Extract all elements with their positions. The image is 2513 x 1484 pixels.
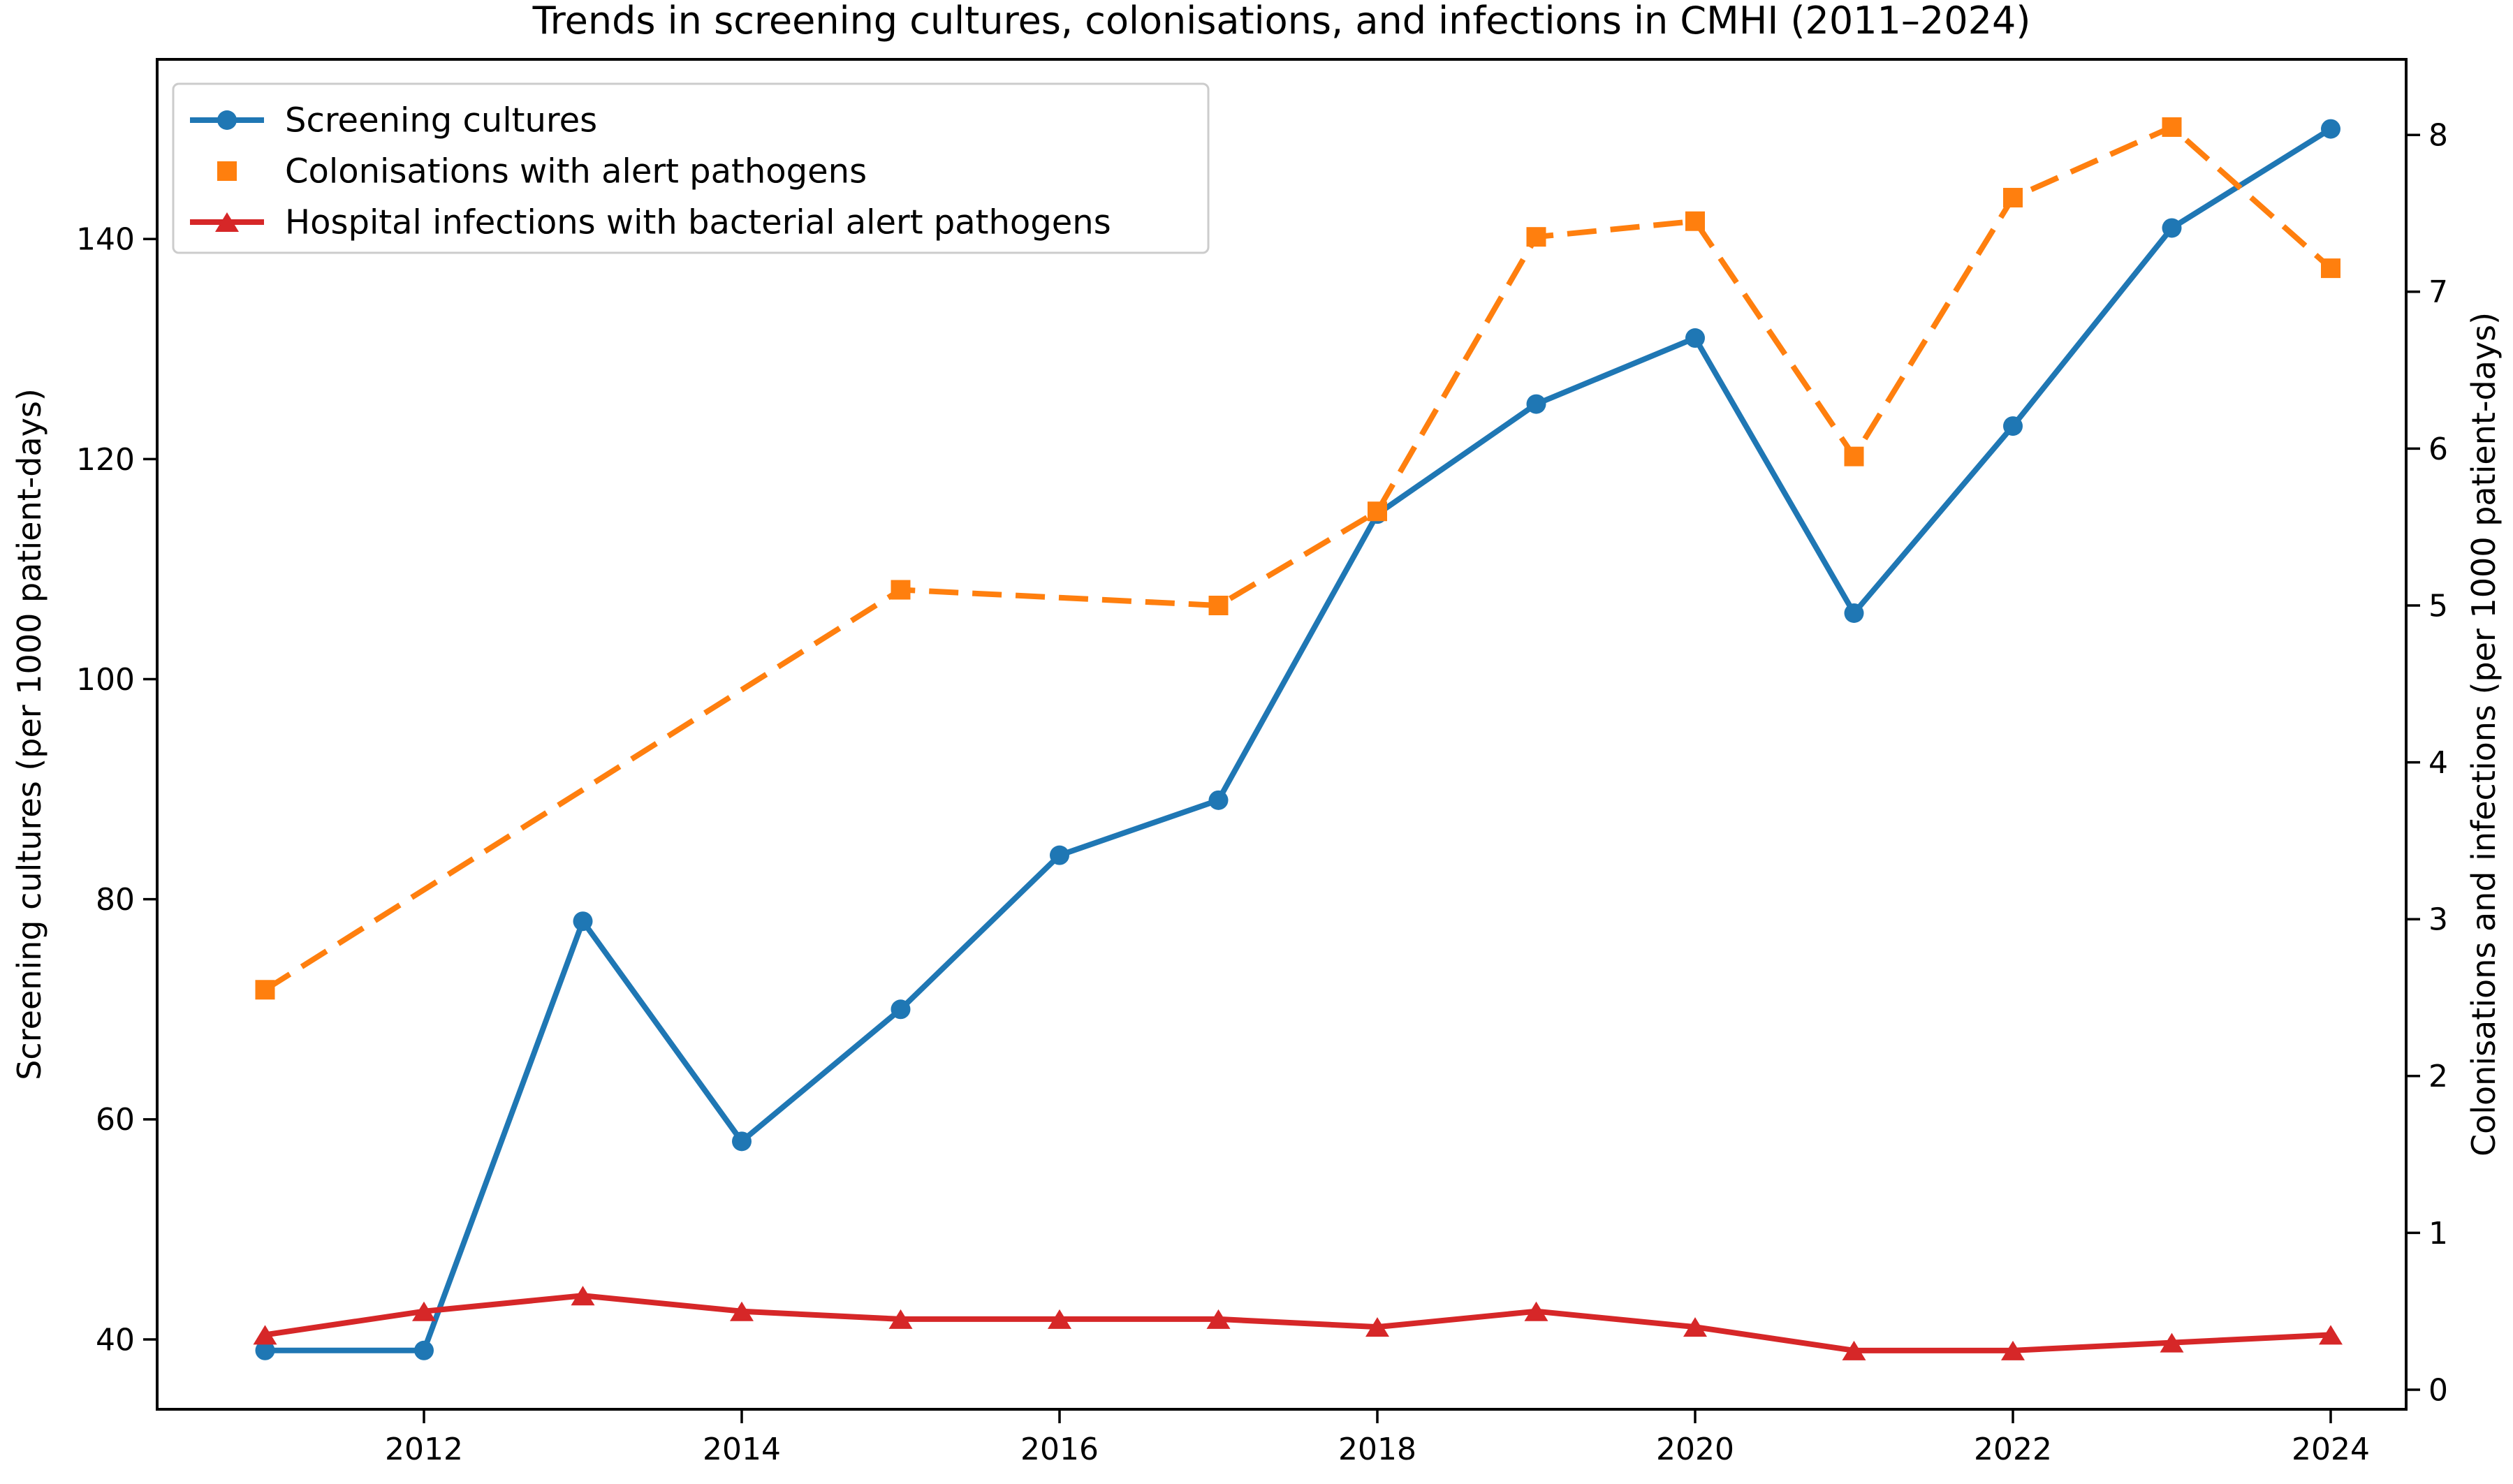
right-tick-label: 2 [2428,1059,2448,1094]
right-tick-label: 6 [2428,432,2448,467]
series-line-colonisations-with-alert-pathogens [263,124,2333,992]
legend-box [172,82,1210,254]
marker-triangle [412,1301,436,1321]
marker-triangle [1048,1309,1071,1329]
marker-circle [1208,790,1229,810]
legend-entry: Hospital infections with bacterial alert… [190,203,1111,242]
marker-square [891,580,911,600]
marker-circle [1685,328,1705,348]
left-tick-label: 40 [96,1322,135,1358]
legend-label: Screening cultures [285,101,597,140]
x-tick-label: 2020 [1656,1432,1734,1467]
legend: Screening cultures Colonisations with ale… [172,82,1210,254]
marker-square [1685,211,1705,231]
left-tick-label: 100 [76,662,135,698]
marker-triangle [1365,1317,1389,1337]
series-line-hospital-infections-with-bacterial-alert-pathogens [264,1293,2331,1353]
x-tick-label: 2012 [385,1432,463,1467]
left-tick-label: 60 [96,1102,135,1138]
marker-square [1208,596,1229,615]
marker-triangle [1206,1309,1231,1329]
marker-circle [414,1340,434,1360]
marker-triangle [2001,1340,2025,1360]
series-screening-cultures [255,119,2340,1360]
legend-label: Hospital infections with bacterial alert… [285,203,1111,242]
marker-circle [2003,416,2023,436]
marker-triangle [1842,1340,1866,1360]
marker-circle [255,1340,275,1360]
marker-square [255,980,275,1000]
series-line-screening-cultures [265,126,2333,1353]
marker-triangle [215,212,239,232]
legend-entry: Screening cultures [190,101,597,140]
marker-circle [732,1131,752,1152]
marker-circle [1526,394,1546,414]
left-tick-label: 80 [96,882,135,918]
chart-title: Trends in screening cultures, colonisati… [532,0,2031,43]
marker-square [2162,117,2182,137]
marker-square [217,161,237,181]
marker-square [1844,446,1864,466]
legend-entry: Colonisations with alert pathogens [217,152,867,191]
marker-triangle [1683,1317,1707,1337]
marker-square [1368,501,1387,522]
series-colonisations-with-alert-pathogens [255,117,2340,1000]
marker-circle [2162,218,2182,238]
marker-circle [891,999,911,1020]
marker-triangle [2319,1325,2343,1345]
marker-circle [1050,845,1069,865]
right-tick-label: 8 [2428,118,2448,154]
marker-triangle [253,1325,277,1345]
x-tick-label: 2014 [703,1432,781,1467]
x-tick-label: 2022 [1974,1432,2052,1467]
plot-frame [156,58,2408,1411]
right-tick-label: 5 [2428,588,2448,624]
legend-label: Colonisations with alert pathogens [285,152,867,191]
marker-circle [1844,603,1864,623]
right-tick-label: 4 [2428,745,2448,781]
marker-triangle [888,1309,913,1329]
marker-triangle [571,1286,595,1306]
right-axis-label: Colonisations and infections (per 1000 p… [2465,312,2503,1156]
right-tick-label: 7 [2428,274,2448,310]
marker-square [1526,227,1546,247]
right-tick-label: 0 [2428,1372,2448,1408]
right-tick-label: 3 [2428,902,2448,938]
marker-circle [217,110,237,130]
marker-triangle [1524,1301,1548,1321]
left-tick-label: 140 [76,222,135,258]
marker-square [2321,258,2340,279]
marker-square [2003,188,2023,208]
x-tick-label: 2016 [1020,1432,1099,1467]
left-tick-label: 120 [76,442,135,478]
series-hospital-infections-with-bacterial-alert-pathogens [253,1286,2343,1360]
marker-triangle [2160,1332,2184,1353]
left-axis-label: Screening cultures (per 1000 patient-day… [10,388,48,1080]
x-tick-label: 2024 [2292,1432,2370,1467]
x-tick-label: 2018 [1338,1432,1416,1467]
right-tick-label: 1 [2428,1216,2448,1251]
marker-circle [573,911,593,932]
marker-circle [2321,119,2340,139]
marker-triangle [730,1301,754,1321]
